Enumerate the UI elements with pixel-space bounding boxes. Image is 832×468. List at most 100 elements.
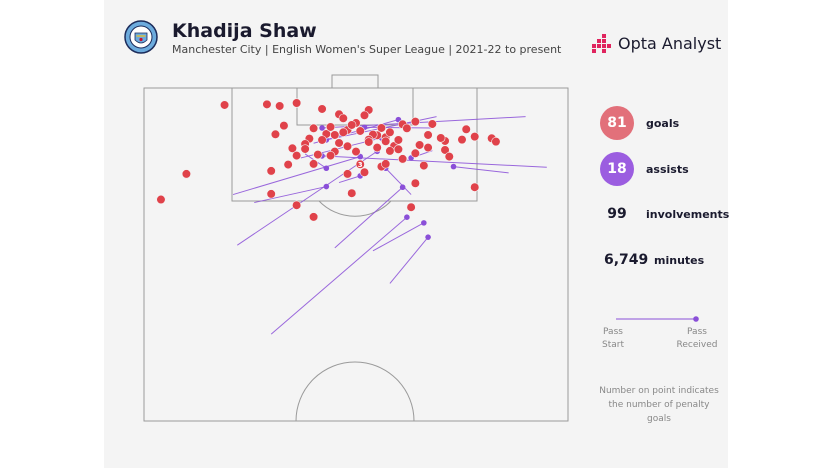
assists-value: 18	[600, 152, 634, 186]
penalty-goal-count-label: 3	[358, 161, 363, 169]
goal-point-9	[338, 113, 348, 123]
goal-point-50	[325, 150, 336, 161]
chart-subtitle: Manchester City | English Women's Super …	[172, 43, 562, 56]
goal-point-30	[287, 143, 297, 153]
goals-label: goals	[646, 116, 680, 130]
goal-point-63	[292, 150, 302, 161]
goal-point-12	[410, 117, 420, 127]
goal-point-18	[491, 137, 501, 147]
assist-pass-line-11	[453, 166, 509, 174]
assist-received-point-15	[404, 214, 410, 221]
goal-point-13	[427, 119, 437, 129]
goal-point-33	[325, 122, 336, 132]
goal-point-61	[266, 166, 276, 176]
goal-point-3	[292, 98, 302, 108]
goal-point-81	[313, 149, 323, 160]
pass-start-label: Pass Start	[596, 326, 630, 352]
goal-point-17	[457, 135, 467, 145]
goal-point-52	[355, 159, 365, 169]
goal-point-75	[309, 212, 319, 222]
goal-point-57	[359, 167, 370, 177]
goal-point-28	[270, 129, 281, 139]
goal-point-39	[410, 148, 420, 158]
assist-pass-line-8	[232, 156, 361, 196]
pass-received-line1: Pass	[687, 327, 707, 337]
goal-point-55	[444, 151, 454, 162]
goal-point-32	[309, 123, 319, 133]
goal-point-67	[364, 137, 374, 147]
involvements-value: 99	[607, 206, 627, 222]
goals-value: 81	[600, 106, 634, 140]
goal-point-78	[156, 194, 166, 205]
goal-frame	[331, 74, 379, 89]
involvements-stat: 99 involvements	[600, 206, 729, 222]
goal-point-76	[347, 188, 357, 198]
penalty-arc	[318, 200, 392, 217]
goal-point-43	[376, 123, 387, 133]
goal-point-1	[219, 100, 230, 110]
pass-start-line1: Pass	[603, 327, 623, 337]
assist-pass-line-16	[237, 150, 378, 246]
assist-pass-line-4	[364, 126, 433, 129]
assist-pass-line-14	[389, 236, 429, 284]
pass-legend-graphic	[616, 316, 699, 322]
goal-point-65	[385, 146, 395, 156]
assist-received-point-11	[450, 163, 457, 170]
minutes-value: 6,749	[604, 252, 649, 268]
goal-point-59	[470, 182, 480, 192]
club-crest-icon	[124, 20, 158, 54]
goal-point-71	[351, 147, 361, 157]
assist-received-point-12	[399, 184, 406, 191]
goal-point-35	[355, 126, 365, 136]
goal-point-66	[342, 169, 353, 179]
goal-point-46	[317, 135, 327, 145]
goal-point-80	[406, 202, 416, 212]
chart-title: Khadija Shaw	[172, 20, 317, 42]
pass-received-line2: Received	[676, 340, 718, 350]
center-circle-arc	[295, 361, 415, 422]
goal-point-40	[423, 143, 433, 153]
pitch-chart: 3	[143, 74, 569, 422]
goal-point-16	[470, 132, 480, 142]
graphic-card	[104, 0, 728, 468]
goal-point-37	[381, 136, 391, 146]
assist-pass-line-15	[270, 216, 408, 335]
goal-point-54	[440, 145, 450, 155]
goal-point-69	[330, 130, 340, 140]
goal-point-42	[402, 123, 412, 133]
goal-point-60	[283, 159, 293, 170]
goal-point-73	[266, 189, 276, 199]
assists-stat: 18 assists	[600, 152, 689, 186]
goal-point-31	[279, 121, 289, 131]
minutes-stat: 6,749 minutes	[600, 252, 704, 268]
goal-point-24	[342, 141, 353, 151]
goal-point-14	[461, 124, 471, 134]
assists-label: assists	[646, 162, 689, 176]
goal-point-68	[372, 143, 382, 153]
assist-pass-line-10	[338, 175, 361, 184]
goal-point-20	[415, 140, 425, 150]
goal-point-56	[419, 160, 429, 171]
goal-point-51	[309, 159, 319, 169]
brand-logo: Opta Analyst	[590, 32, 721, 54]
pitch-outline	[143, 87, 569, 422]
goal-point-77	[181, 169, 192, 179]
goal-point-44	[347, 120, 357, 130]
pass-received-label: Pass Received	[672, 326, 722, 352]
goal-point-38	[393, 144, 403, 154]
goal-point-45	[334, 138, 344, 148]
assist-received-point-13	[421, 220, 427, 226]
assist-received-point-9	[323, 183, 330, 190]
opta-logo-icon	[592, 34, 611, 53]
assist-pass-line-13	[372, 222, 425, 252]
assist-pass-line-9	[254, 186, 327, 204]
goal-point-74	[292, 200, 302, 210]
goal-point-5	[317, 104, 327, 114]
penalty-note: Number on point indicates the number of …	[599, 386, 719, 424]
assist-received-point-14	[425, 234, 431, 240]
assist-received-point-2	[319, 125, 325, 131]
goal-point-47	[338, 127, 348, 137]
pass-legend-dot	[693, 316, 699, 322]
goal-point-62	[398, 154, 408, 164]
goal-point-49	[385, 127, 395, 137]
